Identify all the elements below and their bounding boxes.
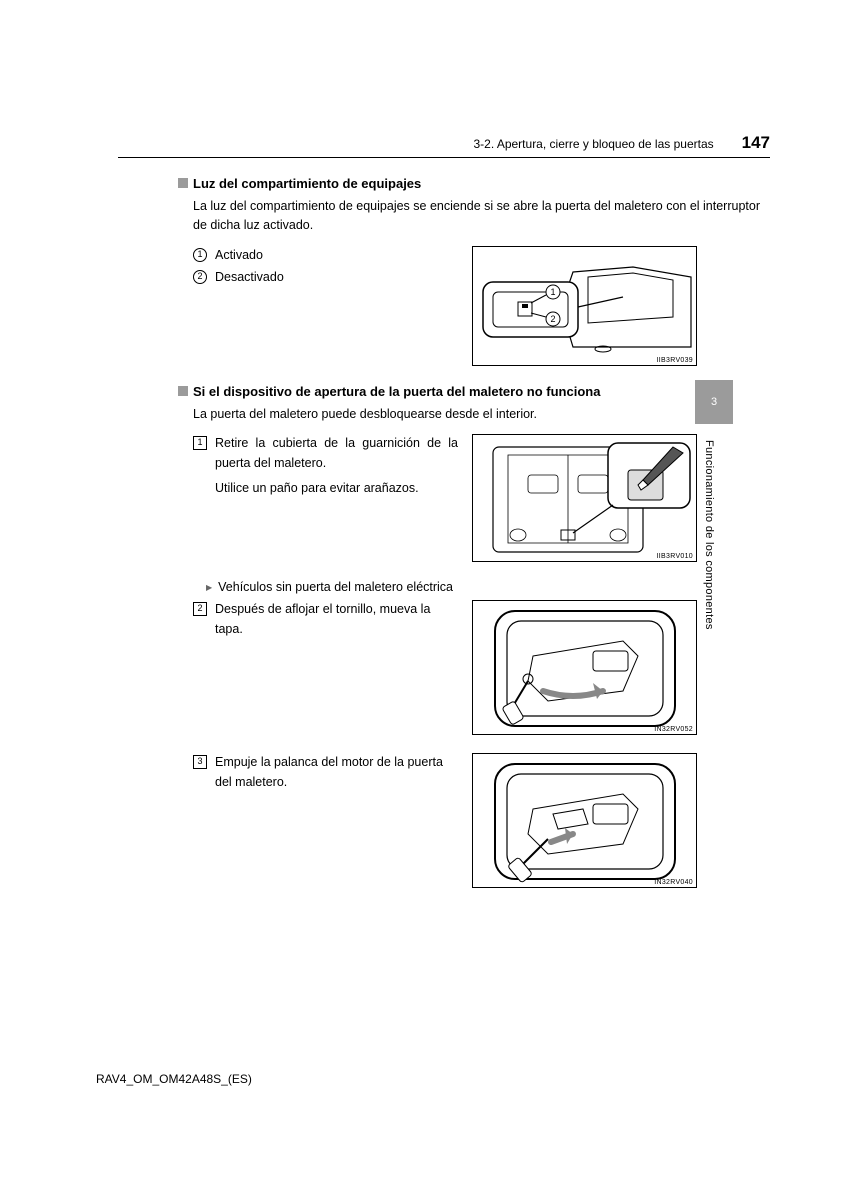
- circled-2-icon: 2: [193, 270, 207, 284]
- section1-list: 1 Activado 2 Desactivado: [178, 246, 458, 366]
- figure-code: IIB3RV039: [657, 357, 693, 364]
- figure-4: IN32RV040: [472, 753, 697, 888]
- step3-item: 3 Empuje la palanca del motor de la puer…: [193, 753, 458, 792]
- step1-row: 1 Retire la cubierta de la guarnición de…: [178, 434, 762, 562]
- page-number: 147: [742, 133, 770, 153]
- section-title-luggage-light: Luz del compartimiento de equipajes: [178, 176, 762, 191]
- step2-text: 2 Después de aflojar el tornillo, mueva …: [178, 600, 458, 735]
- list-item-deactivated: 2 Desactivado: [193, 268, 458, 287]
- page-header: 3-2. Apertura, cierre y bloqueo de las p…: [118, 133, 770, 158]
- boxed-2-icon: 2: [193, 602, 207, 616]
- subsection-vehicles-without: Vehículos sin puerta del maletero eléctr…: [178, 580, 762, 594]
- svg-text:2: 2: [550, 314, 555, 324]
- chapter-label: Funcionamiento de los componentes: [703, 440, 715, 630]
- step1-text: 1 Retire la cubierta de la guarnición de…: [178, 434, 458, 562]
- section-title-opener-fail: Si el dispositivo de apertura de la puer…: [178, 384, 762, 399]
- boxed-3-icon: 3: [193, 755, 207, 769]
- boxed-1-icon: 1: [193, 436, 207, 450]
- section1-intro: La luz del compartimiento de equipajes s…: [178, 197, 762, 236]
- figure-code: IN32RV052: [654, 726, 693, 733]
- svg-text:1: 1: [550, 287, 555, 297]
- chapter-tab: 3: [695, 380, 733, 424]
- content-body: Luz del compartimiento de equipajes La l…: [118, 176, 770, 888]
- breadcrumb: 3-2. Apertura, cierre y bloqueo de las p…: [473, 137, 713, 151]
- figure-3: IN32RV052: [472, 600, 697, 735]
- step2-item: 2 Después de aflojar el tornillo, mueva …: [193, 600, 458, 639]
- page-content: 3-2. Apertura, cierre y bloqueo de las p…: [118, 133, 770, 906]
- footer-code: RAV4_OM_OM42A48S_(ES): [96, 1072, 252, 1086]
- figure-1: 1 2 IIB3RV039: [472, 246, 697, 366]
- step2-row: 2 Después de aflojar el tornillo, mueva …: [178, 600, 762, 735]
- section1-row: 1 Activado 2 Desactivado: [178, 246, 762, 366]
- figure-code: IIB3RV010: [657, 553, 693, 560]
- square-bullet-icon: [178, 178, 188, 188]
- list-item-activated: 1 Activado: [193, 246, 458, 265]
- square-bullet-icon: [178, 386, 188, 396]
- step3-row: 3 Empuje la palanca del motor de la puer…: [178, 753, 762, 888]
- figure-2: IIB3RV010: [472, 434, 697, 562]
- section2-intro: La puerta del maletero puede desbloquear…: [178, 405, 762, 424]
- step1-sub: Utilice un paño para evitar arañazos.: [193, 479, 458, 498]
- circled-1-icon: 1: [193, 248, 207, 262]
- figure-code: IN32RV040: [654, 879, 693, 886]
- step3-text: 3 Empuje la palanca del motor de la puer…: [178, 753, 458, 888]
- step1-item: 1 Retire la cubierta de la guarnición de…: [193, 434, 458, 473]
